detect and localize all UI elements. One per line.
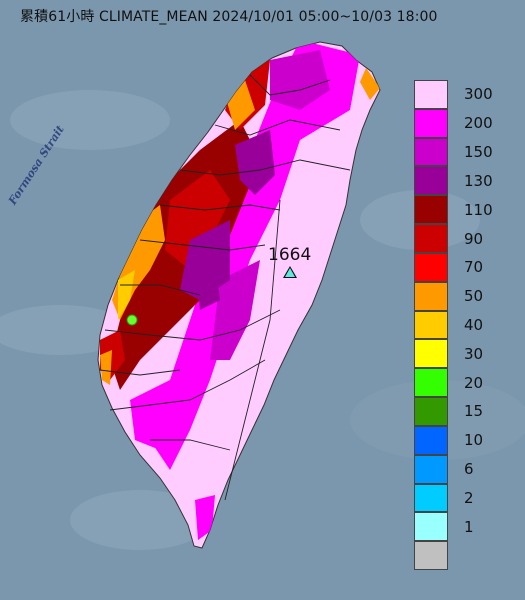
legend-swatch [414, 425, 448, 455]
legend-swatch [414, 281, 448, 311]
legend-swatch [414, 397, 448, 426]
county-boundaries [99, 74, 351, 501]
legend-label: 130 [464, 171, 493, 190]
legend-label: 110 [464, 200, 493, 219]
legend-swatch [414, 195, 448, 225]
legend-label: 50 [464, 287, 484, 306]
legend-label: 40 [464, 316, 484, 334]
legend-swatch [414, 310, 448, 340]
max-value-marker-icon [283, 266, 297, 278]
legend-label: 10 [464, 431, 484, 450]
max-value-label: 1664 [268, 245, 312, 265]
legend-swatch [414, 483, 448, 513]
color-legend: 300 200 150 130 110 90 70 50 40 30 20 15 10 6 2 1 [414, 80, 510, 570]
legend-swatch [414, 454, 448, 484]
legend-swatch [414, 368, 448, 398]
legend-label: 90 [464, 229, 484, 248]
legend-label: 150 [464, 143, 493, 162]
legend-swatch [414, 224, 448, 253]
legend-swatch [414, 80, 448, 109]
legend-label: 6 [464, 460, 474, 479]
legend-swatch [414, 137, 448, 167]
legend-label: 2 [464, 488, 474, 507]
legend-swatch [414, 252, 448, 282]
legend-swatch [414, 108, 448, 138]
rainfall-zones [100, 42, 380, 540]
legend-swatch [414, 541, 448, 570]
legend-label: 70 [464, 258, 484, 277]
legend-label: 300 [464, 85, 493, 104]
legend-swatch [414, 512, 448, 542]
legend-swatch [414, 166, 448, 196]
legend-label: 200 [464, 114, 493, 133]
legend-swatch [414, 339, 448, 369]
legend-label: 15 [464, 402, 484, 421]
legend-label: 1 [464, 517, 474, 536]
map-title: 累積61小時 CLIMATE_MEAN 2024/10/01 05:00~10/… [20, 9, 438, 25]
legend-label: 30 [464, 344, 484, 363]
legend-label: 20 [464, 373, 484, 392]
local-low-spot [126, 314, 138, 326]
